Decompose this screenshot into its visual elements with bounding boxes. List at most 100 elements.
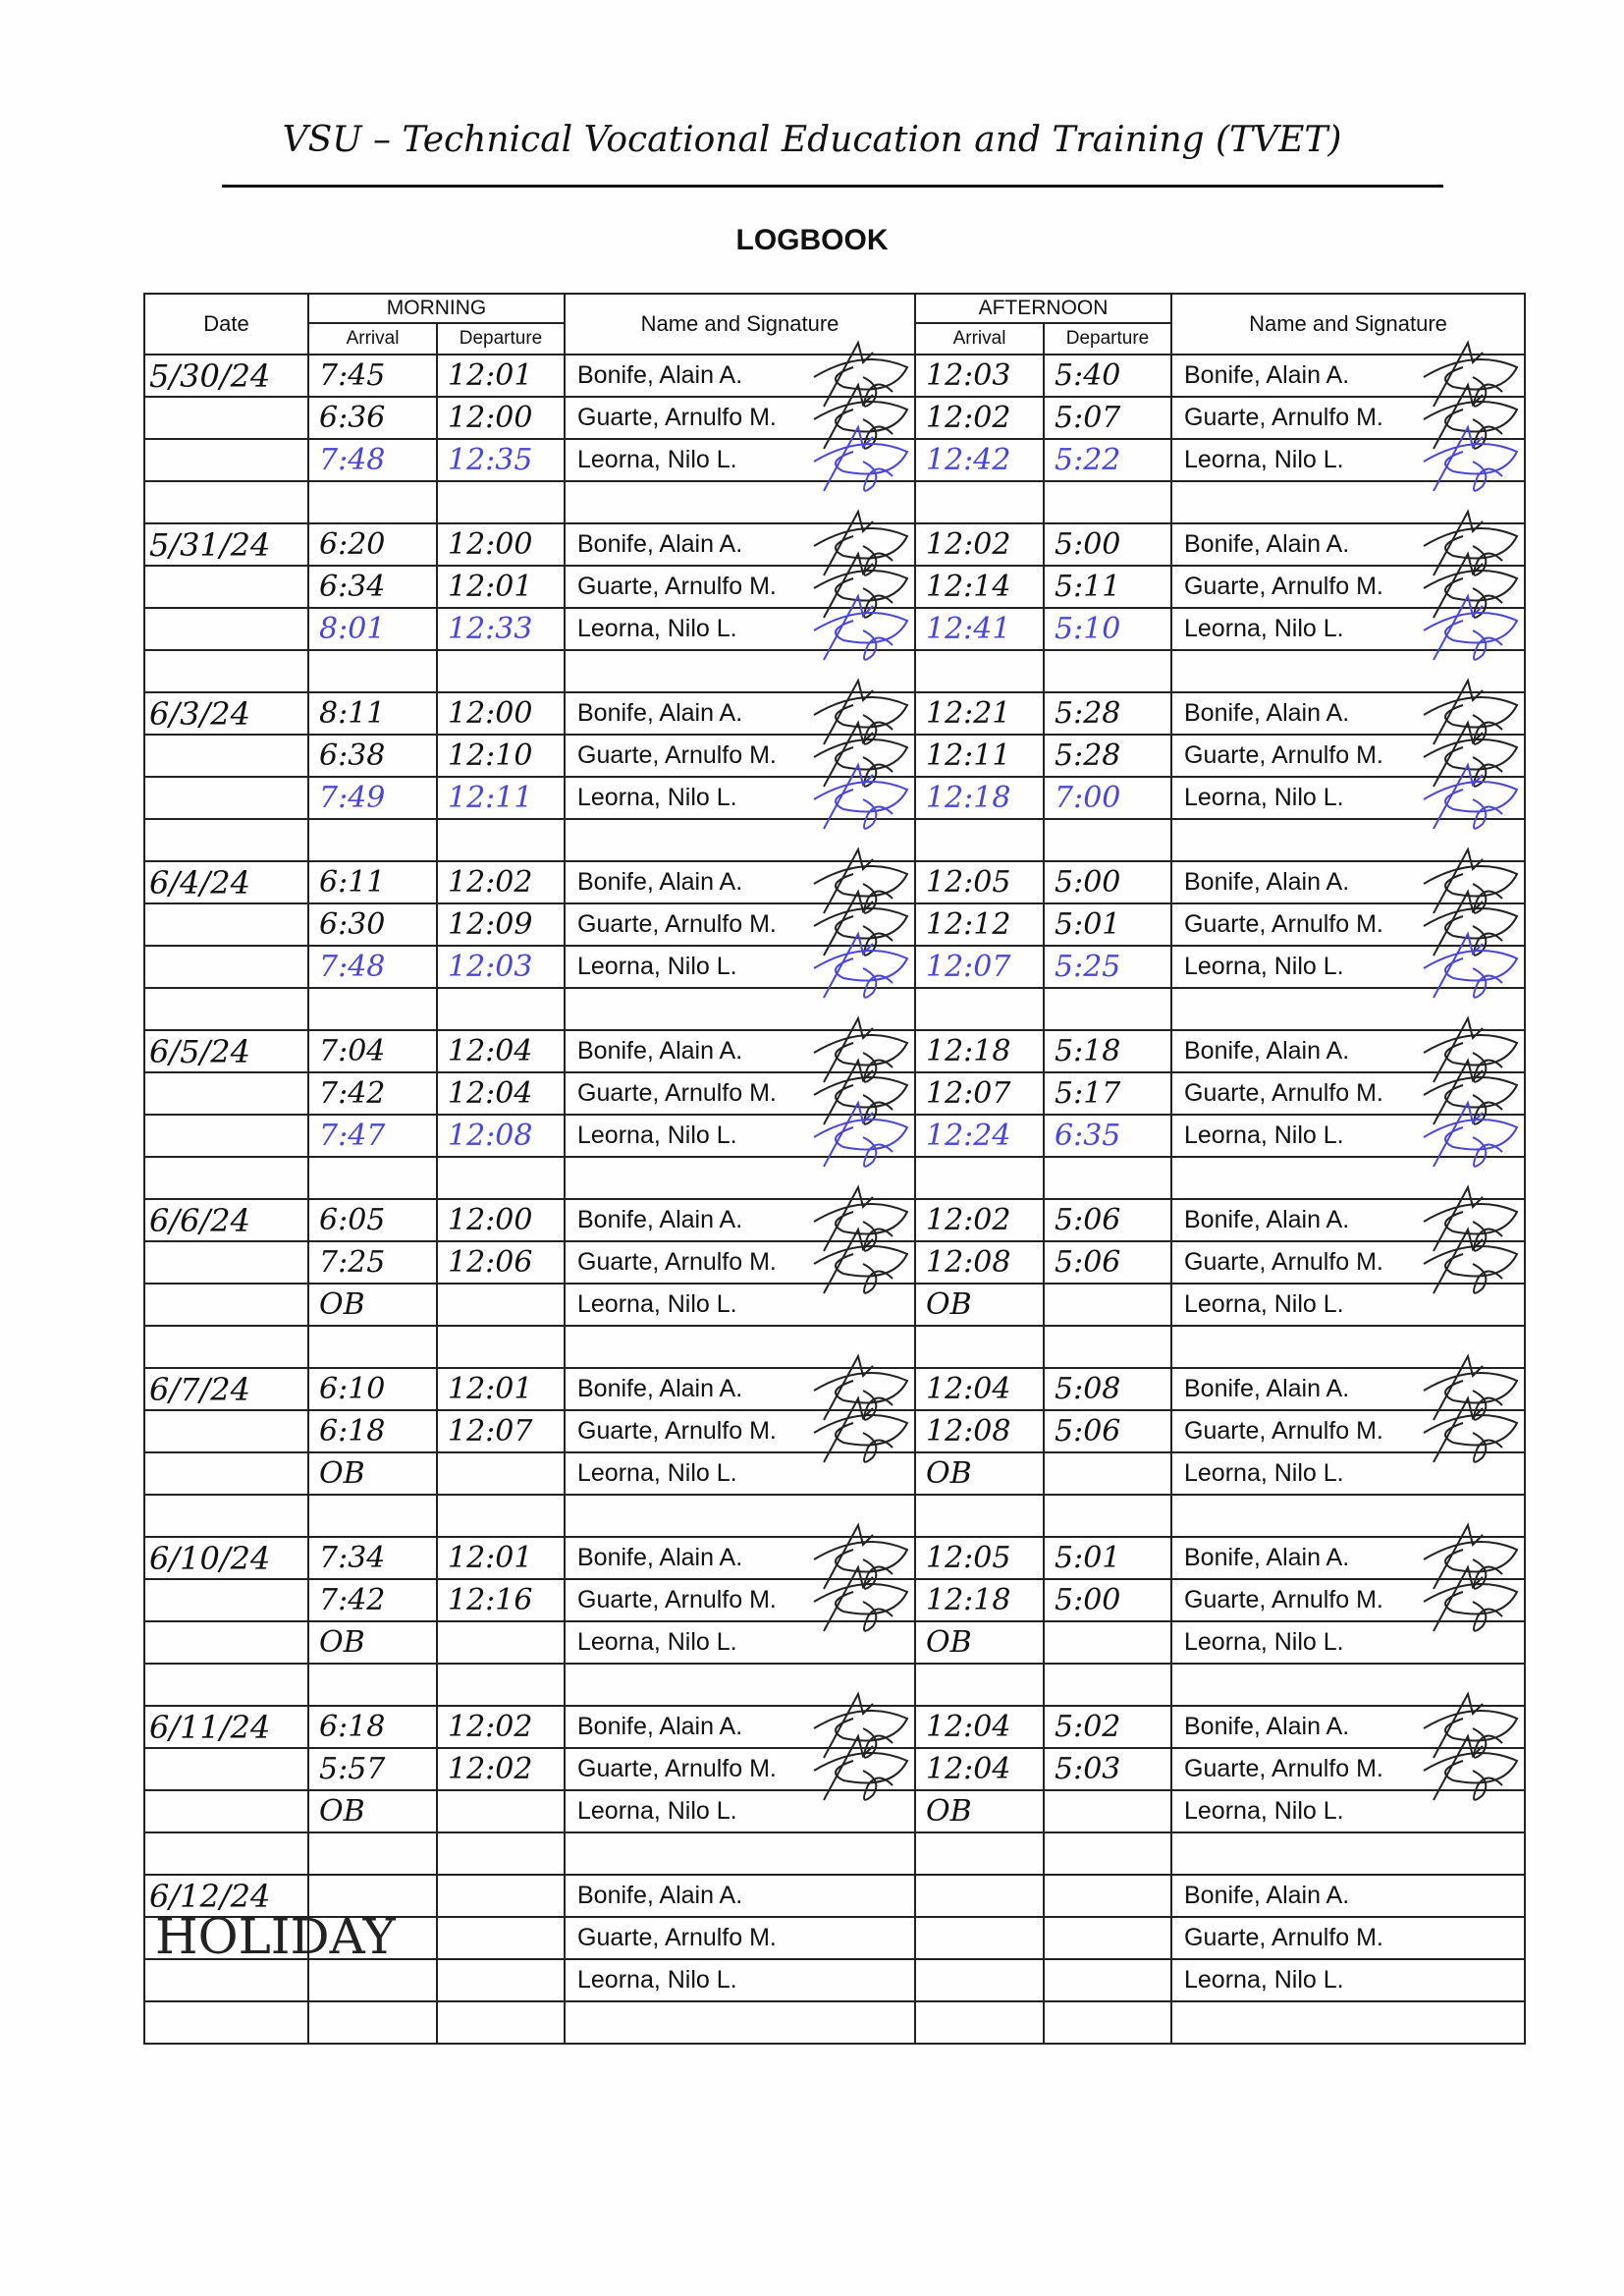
staff-name: Leorna, Nilo L. — [577, 1628, 737, 1656]
empty-cell — [1170, 818, 1526, 862]
staff-name: Leorna, Nilo L. — [1184, 1459, 1344, 1487]
empty-cell — [436, 1831, 566, 1876]
empty-cell — [564, 2000, 916, 2045]
staff-name: Guarte, Arnulfo M. — [1184, 1586, 1383, 1613]
staff-name: Guarte, Arnulfo M. — [577, 1079, 777, 1107]
name-signature-am: Bonife, Alain A. — [564, 1874, 916, 1918]
empty-cell — [436, 987, 566, 1031]
spacer-row — [143, 818, 1526, 862]
name-signature-pm: Bonife, Alain A. — [1170, 1184, 1526, 1252]
table-row: 6/6/24 6:05 12:00 Bonife, Alain A. 12:02 5:06… — [143, 1184, 1526, 1252]
am-arrival: OB — [307, 1283, 438, 1327]
name-signature-am: Leorna, Nilo L. — [564, 1958, 916, 2002]
staff-name: Leorna, Nilo L. — [577, 784, 737, 811]
table-row: 7:42 12:16 Guarte, Arnulfo M. 12:18 5:00 Guar… — [143, 1564, 1526, 1632]
entry-date: 6/12/24 — [143, 1874, 309, 1918]
name-signature-pm: Leorna, Nilo L. — [1170, 1100, 1526, 1168]
empty-cell — [914, 2000, 1045, 2045]
empty-cell — [143, 1325, 309, 1369]
name-signature-pm: Guarte, Arnulfo M. — [1170, 1395, 1526, 1463]
empty-cell — [143, 2000, 309, 2045]
name-signature-pm: Bonife, Alain A. — [1170, 1015, 1526, 1083]
empty-cell — [1043, 649, 1172, 693]
name-signature-am: Guarte, Arnulfo M. — [564, 1916, 916, 1960]
staff-name: Guarte, Arnulfo M. — [577, 404, 777, 431]
staff-name: Leorna, Nilo L. — [1184, 1628, 1344, 1656]
name-signature-pm: Leorna, Nilo L. — [1170, 1789, 1526, 1833]
name-signature-pm: Guarte, Arnulfo M. — [1170, 1058, 1526, 1125]
name-signature-am: Bonife, Alain A. — [564, 340, 916, 408]
staff-name: Guarte, Arnulfo M. — [577, 1924, 777, 1951]
staff-name: Guarte, Arnulfo M. — [1184, 573, 1383, 600]
name-signature-pm: Guarte, Arnulfo M. — [1170, 720, 1526, 788]
name-signature-pm: Guarte, Arnulfo M. — [1170, 1564, 1526, 1632]
pm-departure: 6:35 — [1043, 1114, 1172, 1158]
am-departure: 12:00 — [436, 1198, 566, 1242]
empty-cell — [1043, 1831, 1172, 1876]
name-signature-am: Bonife, Alain A. — [564, 1015, 916, 1083]
staff-name: Leorna, Nilo L. — [1184, 446, 1344, 473]
empty-cell — [307, 480, 438, 524]
empty-cell — [914, 1663, 1045, 1707]
date-cell — [143, 945, 309, 989]
am-departure: 12:03 — [436, 945, 566, 989]
header-name-signature-am: Name and Signature — [564, 293, 916, 355]
header-am-departure: Departure — [436, 322, 566, 355]
empty-cell — [564, 1156, 916, 1200]
am-departure: 12:04 — [436, 1071, 566, 1116]
date-cell — [143, 1789, 309, 1833]
spacer-row — [143, 480, 1526, 524]
empty-cell — [1043, 1494, 1172, 1538]
am-departure: 12:02 — [436, 860, 566, 904]
staff-name: Bonife, Alain A. — [577, 361, 743, 389]
empty-cell — [436, 818, 566, 862]
name-signature-pm: Guarte, Arnulfo M. — [1170, 1916, 1526, 1960]
staff-name: Guarte, Arnulfo M. — [577, 1755, 777, 1782]
name-signature-pm: Bonife, Alain A. — [1170, 340, 1526, 408]
pm-arrival: OB — [914, 1620, 1045, 1665]
spacer-row — [143, 1831, 1526, 1876]
name-signature-pm: Bonife, Alain A. — [1170, 509, 1526, 576]
am-departure: 12:11 — [436, 776, 566, 820]
staff-name: Leorna, Nilo L. — [577, 953, 737, 980]
spacer-row — [143, 649, 1526, 693]
name-signature-pm: Bonife, Alain A. — [1170, 1522, 1526, 1590]
date-cell — [143, 1578, 309, 1622]
am-departure — [436, 1916, 566, 1960]
name-signature-am: Guarte, Arnulfo M. — [564, 889, 916, 957]
name-signature-pm: Leorna, Nilo L. — [1170, 1451, 1526, 1496]
am-departure — [436, 1958, 566, 2002]
name-signature-pm: Guarte, Arnulfo M. — [1170, 1227, 1526, 1294]
header-pm-departure: Departure — [1043, 322, 1172, 355]
am-arrival: 6:34 — [307, 565, 438, 609]
table-row: 5/30/24 7:45 12:01 Bonife, Alain A. 12:03 5:4… — [143, 340, 1526, 408]
am-departure — [436, 1451, 566, 1496]
name-signature-am: Guarte, Arnulfo M. — [564, 382, 916, 450]
pm-arrival: OB — [914, 1283, 1045, 1327]
table-row: 6:30 12:09 Guarte, Arnulfo M. 12:12 5:01 Guar… — [143, 889, 1526, 957]
pm-departure: 5:25 — [1043, 945, 1172, 989]
am-departure: 12:06 — [436, 1240, 566, 1285]
empty-cell — [564, 1494, 916, 1538]
am-arrival — [307, 1916, 438, 1960]
table-row: 6:34 12:01 Guarte, Arnulfo M. 12:14 5:11 Guar… — [143, 551, 1526, 619]
empty-cell — [143, 1156, 309, 1200]
empty-cell — [914, 1831, 1045, 1876]
am-departure: 12:02 — [436, 1705, 566, 1749]
am-arrival: OB — [307, 1620, 438, 1665]
name-signature-am: Bonife, Alain A. — [564, 1522, 916, 1590]
name-signature-am: Guarte, Arnulfo M. — [564, 551, 916, 619]
am-departure: 12:16 — [436, 1578, 566, 1622]
staff-name: Bonife, Alain A. — [1184, 1375, 1350, 1402]
am-arrival — [307, 1874, 438, 1918]
empty-cell — [564, 1831, 916, 1876]
pm-departure: 5:00 — [1043, 860, 1172, 904]
pm-arrival: 12:41 — [914, 607, 1045, 651]
pm-departure — [1043, 1874, 1172, 1918]
pm-arrival: 12:05 — [914, 1536, 1045, 1580]
empty-cell — [1170, 1494, 1526, 1538]
am-departure: 12:07 — [436, 1409, 566, 1453]
name-signature-pm: Leorna, Nilo L. — [1170, 424, 1526, 492]
staff-name: Guarte, Arnulfo M. — [577, 1417, 777, 1445]
header-morning: MORNING — [307, 293, 566, 324]
